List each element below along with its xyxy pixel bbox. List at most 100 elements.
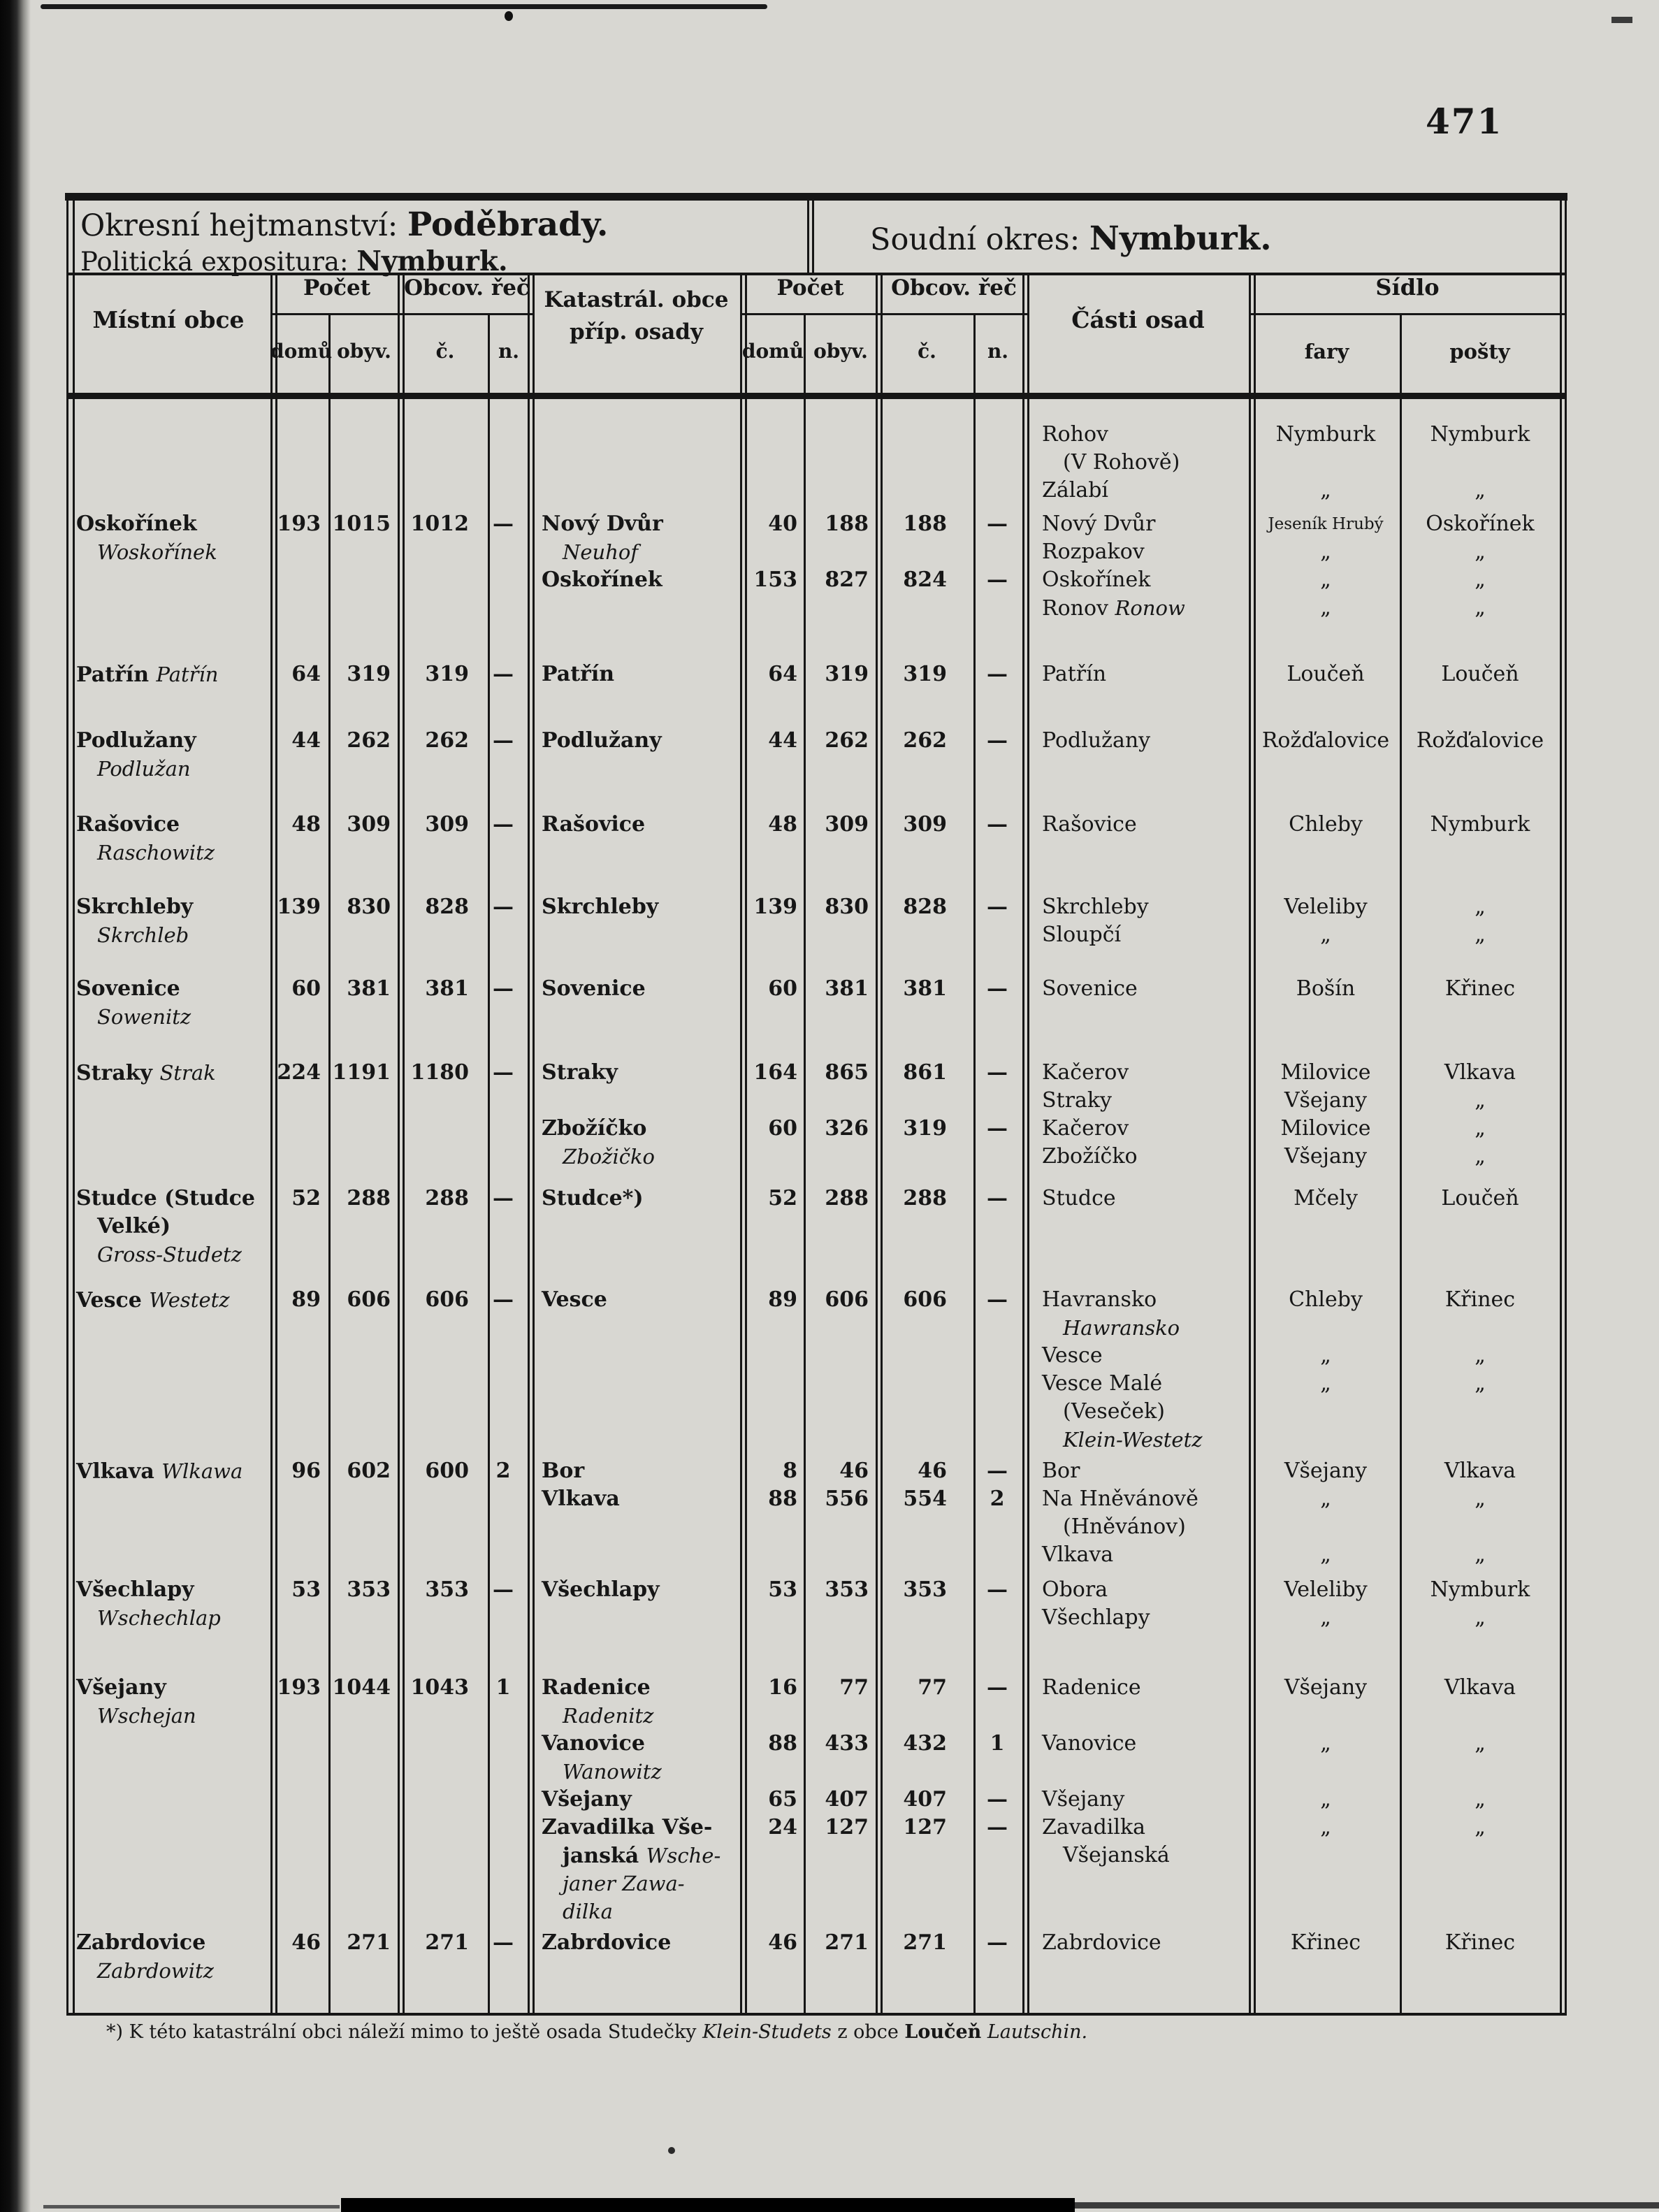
cell-casti: Rohov (V Rohově) Zálabí: [1042, 421, 1249, 505]
table-rule-vertical: [881, 273, 883, 2016]
table-rule-vertical: [66, 193, 68, 2016]
cell-line: Radenitz: [563, 1704, 654, 1728]
cell-d2: 44: [741, 727, 797, 755]
cell-line: 606: [425, 1287, 469, 1312]
table-rule-horizontal: [66, 393, 1566, 399]
cell-line: Rožďalovice: [1261, 728, 1390, 753]
cell-line: Vlkava: [1042, 1542, 1114, 1567]
cell-line: —: [493, 1577, 514, 1602]
cell-line: —: [987, 976, 1008, 1001]
cell-c1: 1180: [402, 1059, 470, 1087]
cell-line: janská Wsche-: [563, 1844, 721, 1868]
cell-kat: Sovenice: [542, 975, 740, 1003]
cell-o1: 1191: [326, 1059, 391, 1087]
cell-line: „: [1475, 1731, 1486, 1756]
cell-line: Zbožíčko: [542, 1116, 647, 1141]
cell-line: —: [493, 1060, 514, 1085]
cell-line: [803, 1702, 869, 1730]
okresni-hejtmanstvi-label: Okresní hejtmanství:: [80, 208, 398, 243]
cell-n1: —: [480, 811, 526, 839]
cell-line: Vlkava Wlkawa: [76, 1459, 243, 1484]
cell-line: 262: [825, 728, 869, 753]
cell-o2: 309: [803, 811, 869, 839]
footnote-german-name: Klein-Studets: [702, 2021, 832, 2043]
cell-casti: Skrchleby Sloupčí: [1042, 893, 1249, 949]
cell-line: [741, 1702, 797, 1730]
cell-line: Klein-Westetz: [1063, 1428, 1203, 1452]
cell-kat: Nový Dvůr Neuhof Oskořínek: [542, 510, 740, 594]
district-header-right: Soudní okres: Nymburk.: [870, 219, 1272, 258]
cell-c2: 353: [880, 1576, 947, 1604]
cell-line: Vlkava: [542, 1487, 620, 1511]
table-rule-vertical: [740, 273, 742, 2016]
scan-artifact: [1611, 17, 1632, 23]
cell-o1: 271: [326, 1929, 391, 1957]
cell-line: 381: [347, 976, 391, 1001]
cell-line: [1252, 449, 1400, 477]
cell-line: 271: [347, 1930, 391, 1955]
cell-line: 65: [768, 1787, 797, 1812]
cell-line: Hawransko: [1063, 1316, 1180, 1340]
cell-casti: Patřín: [1042, 660, 1249, 688]
cell-posty: Křinec: [1400, 1929, 1560, 1957]
scan-artifact: [1075, 2202, 1659, 2209]
col-header-mistni-obce: Místní obce: [92, 306, 245, 333]
cell-line: 319: [425, 662, 469, 686]
cell-d2: 48: [741, 811, 797, 839]
cell-line: Radenice: [542, 1675, 651, 1700]
cell-d1: 193: [270, 1674, 321, 1702]
cell-o2: 865 326: [803, 1059, 869, 1143]
cell-line: Loučeň: [1287, 662, 1365, 686]
col-header-n: n.: [498, 340, 520, 363]
cell-line: Oskořínek: [1426, 512, 1535, 536]
cell-line: Chleby: [1289, 812, 1363, 837]
cell-o1: 319: [326, 660, 391, 688]
cell-line: Patřín: [1042, 662, 1107, 686]
cell-line: 77: [839, 1675, 869, 1700]
cell-fary: Mčely: [1252, 1185, 1400, 1213]
cell-line: 353: [903, 1577, 947, 1602]
col-header-obcov-rec-2: Obcov. řeč: [891, 275, 1017, 301]
cell-n2: —: [972, 727, 1022, 755]
col-header-pocet-2: Počet: [776, 275, 844, 301]
col-header-domu-2: domů: [741, 340, 804, 363]
cell-casti: Nový Dvůr Rozpakov Oskořínek Ronov Ronow: [1042, 510, 1249, 622]
cell-fary: Chleby „ „: [1252, 1286, 1400, 1398]
cell-line: „: [1320, 1815, 1331, 1839]
cell-line: dilka: [563, 1900, 613, 1923]
cell-line: [1252, 1314, 1400, 1342]
cell-line: Všejany: [1284, 1459, 1368, 1483]
cell-line: 271: [425, 1930, 469, 1955]
cell-o2: 288: [803, 1185, 869, 1213]
cell-line: „: [1320, 1787, 1331, 1812]
col-header-n-2: n.: [987, 340, 1009, 363]
cell-line: 193: [277, 1675, 321, 1700]
cell-line: 309: [903, 812, 947, 837]
cell-line: 44: [768, 728, 797, 753]
table-rule-vertical: [275, 273, 277, 2016]
cell-line: Veleliby: [1284, 1577, 1368, 1602]
table-rule-vertical: [812, 193, 814, 275]
cell-c2: 309: [880, 811, 947, 839]
cell-line: —: [987, 512, 1008, 536]
cell-line: Křinec: [1290, 1930, 1361, 1955]
cell-line: Woskořínek: [97, 540, 217, 564]
cell-c2: 861 319: [880, 1059, 947, 1143]
table-rule-vertical: [328, 313, 331, 2016]
cell-line: Bor: [542, 1459, 585, 1483]
cell-c2: 188 824: [880, 510, 947, 594]
cell-o2: 353: [803, 1576, 869, 1604]
cell-n1: —: [480, 893, 526, 921]
cell-line: Bor: [1042, 1459, 1080, 1483]
cell-line: 188: [903, 512, 947, 536]
table-body: Rohov (V Rohově) Zálabí Nymburk „ Nymburk „ O…: [66, 203, 1566, 2013]
cell-line: 600: [425, 1459, 469, 1483]
footnote: *) K této katastrální obci náleží mimo t…: [106, 2021, 1087, 2043]
cell-line: 319: [903, 662, 947, 686]
cell-n2: —: [972, 893, 1022, 921]
cell-line: Jeseník Hrubý: [1268, 515, 1384, 533]
cell-line: Vlkava: [1444, 1675, 1516, 1700]
cell-o1: 606: [326, 1286, 391, 1314]
cell-line: Vesce Malé: [1042, 1371, 1163, 1396]
cell-fary: Všejany „ „ „: [1252, 1674, 1400, 1842]
